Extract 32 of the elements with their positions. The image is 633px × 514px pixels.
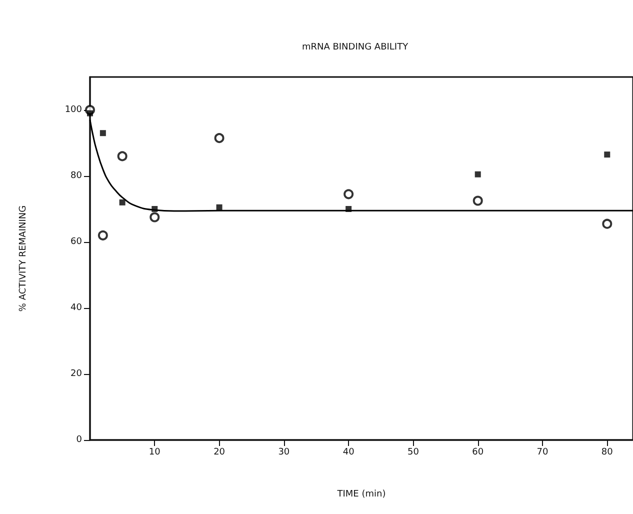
x-tick-label: 40 [342,448,355,458]
x-tick-label: 60 [472,448,484,458]
y-tick-label: 100 [64,105,82,115]
x-tick-label: 30 [278,448,290,458]
x-axis-title: TIME (min) [336,490,386,500]
point [214,133,224,144]
x-tick-label: 80 [601,448,614,458]
point [602,218,612,229]
x-tick-label: 50 [407,448,420,458]
point [346,206,352,212]
point [150,212,160,222]
point [117,151,128,162]
point [216,204,222,210]
point [119,199,126,206]
point [472,196,483,206]
point [152,206,158,212]
y-tick-label: 40 [70,303,82,313]
x-tick-label: 20 [214,448,226,458]
y-tick-label: 60 [70,237,82,247]
x-tick-label: 10 [148,448,161,458]
y-tick-label: 0 [76,435,82,445]
point [344,189,354,200]
point [100,130,106,136]
point [474,171,481,178]
chart-title: mRNA BINDING ABILITY [302,42,409,52]
y-tick-label: 80 [70,171,82,181]
point [98,230,108,240]
x-tick-label: 70 [536,448,548,458]
y-axis-title: % ACTIVITY REMAINING [18,205,28,312]
y-tick-label: 20 [70,369,82,379]
point [604,152,610,158]
line-series [89,119,633,212]
